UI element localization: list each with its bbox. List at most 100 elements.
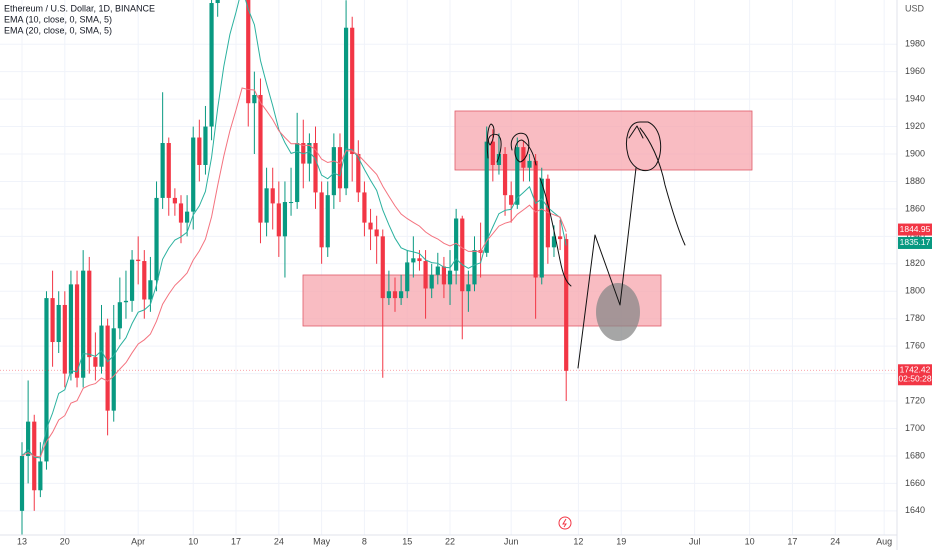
x-tick-label: 15 — [402, 536, 412, 546]
candle-body — [509, 195, 514, 205]
candle-body — [264, 188, 269, 223]
candle-body — [484, 141, 489, 253]
candle-body — [399, 291, 404, 299]
candle-body — [154, 197, 159, 281]
candle-body — [81, 270, 86, 378]
price-label-box — [898, 364, 932, 386]
candle-body — [380, 236, 385, 299]
price-label: 1742.42 — [900, 365, 931, 375]
x-tick-label: 20 — [60, 536, 70, 546]
candle-body — [258, 94, 263, 223]
hand-drawing — [486, 121, 686, 369]
candle-body — [50, 298, 55, 343]
indicator-label: EMA (10, close, 0, SMA, 5) — [4, 14, 112, 24]
candle-body — [417, 258, 422, 262]
x-tick-label: 19 — [616, 536, 626, 546]
candle-body — [68, 284, 74, 374]
x-tick-label: Jul — [689, 536, 701, 546]
candle-body — [117, 302, 122, 329]
candle-body — [350, 27, 355, 154]
countdown-label: 02:50:28 — [898, 374, 931, 384]
candle-body — [454, 218, 459, 271]
y-unit: USD — [905, 3, 925, 13]
candle-body — [313, 143, 318, 193]
candle-body — [209, 3, 214, 127]
candle-body — [527, 160, 532, 168]
candle-body — [178, 203, 184, 223]
y-tick-label: 1860 — [905, 203, 925, 213]
x-tick-label: 8 — [362, 536, 367, 546]
candle-body — [490, 141, 495, 165]
candle-body — [405, 262, 410, 292]
candle-body — [87, 270, 92, 358]
y-tick-label: 1820 — [905, 258, 925, 268]
candle-body — [386, 291, 391, 299]
candle-body — [368, 222, 373, 230]
candle-body — [447, 270, 453, 285]
candle-body — [533, 160, 538, 278]
candle-body — [56, 304, 61, 343]
candle-body — [466, 284, 471, 292]
candle-body — [62, 304, 67, 374]
y-tick-label: 1780 — [905, 313, 925, 323]
candle-body — [295, 143, 300, 203]
y-tick-label: 1840 — [905, 231, 925, 241]
candle-body — [564, 239, 569, 371]
x-tick-label: 13 — [17, 536, 27, 546]
axes: 1640166016801700172017401760178018001820… — [17, 39, 932, 546]
y-tick-label: 1680 — [905, 450, 925, 460]
candle-body — [460, 218, 465, 292]
x-tick-label: 22 — [445, 536, 455, 546]
candle-body — [551, 236, 557, 248]
candle-body — [74, 284, 80, 378]
ema-line — [21, 0, 567, 459]
x-tick-label: 17 — [787, 536, 797, 546]
event-icon — [558, 516, 572, 530]
candle-body — [411, 258, 416, 263]
event-icon-bolt — [562, 518, 567, 528]
x-tick-label: 17 — [231, 536, 241, 546]
x-tick-label: Apr — [131, 536, 145, 546]
candle-body — [515, 147, 520, 205]
candle-body — [392, 291, 398, 299]
candle-body — [362, 192, 367, 223]
y-tick-label: 1660 — [905, 478, 925, 488]
candle-body — [160, 143, 165, 198]
y-tick-label: 1940 — [905, 93, 925, 103]
indicator-label: EMA (20, close, 0, SMA, 5) — [4, 25, 112, 35]
price-label-box — [898, 236, 932, 249]
candle-body — [197, 137, 202, 165]
x-tick-label: 10 — [745, 536, 755, 546]
candle-body — [557, 236, 563, 240]
candle-body — [148, 280, 153, 300]
x-tick-label: 10 — [188, 536, 198, 546]
candle-body — [44, 298, 49, 462]
candle-body — [307, 143, 312, 164]
candle-body — [539, 178, 544, 278]
y-tick-label: 1720 — [905, 395, 925, 405]
x-tick-label: 24 — [830, 536, 840, 546]
candle-body — [166, 143, 171, 198]
candle-body — [38, 461, 43, 491]
price-label-box — [898, 223, 932, 236]
candle-body — [282, 202, 288, 237]
y-tick-label: 1900 — [905, 148, 925, 158]
candle-body — [441, 266, 447, 285]
candle-body — [521, 147, 526, 168]
highlight-circle — [596, 283, 640, 341]
candle-body — [105, 325, 110, 411]
y-tick-label: 1700 — [905, 423, 925, 433]
y-tick-label: 1880 — [905, 176, 925, 186]
candle-body — [270, 188, 275, 204]
candle-body — [331, 147, 336, 196]
candle-body — [496, 153, 502, 165]
candle-body — [435, 266, 440, 275]
candle-body — [343, 27, 349, 189]
x-tick-label: 12 — [573, 536, 583, 546]
y-tick-label: 1640 — [905, 505, 925, 515]
candle-body — [337, 147, 343, 189]
candle-body — [19, 455, 25, 511]
x-tick-label: Aug — [876, 536, 892, 546]
candle-body — [203, 126, 208, 165]
